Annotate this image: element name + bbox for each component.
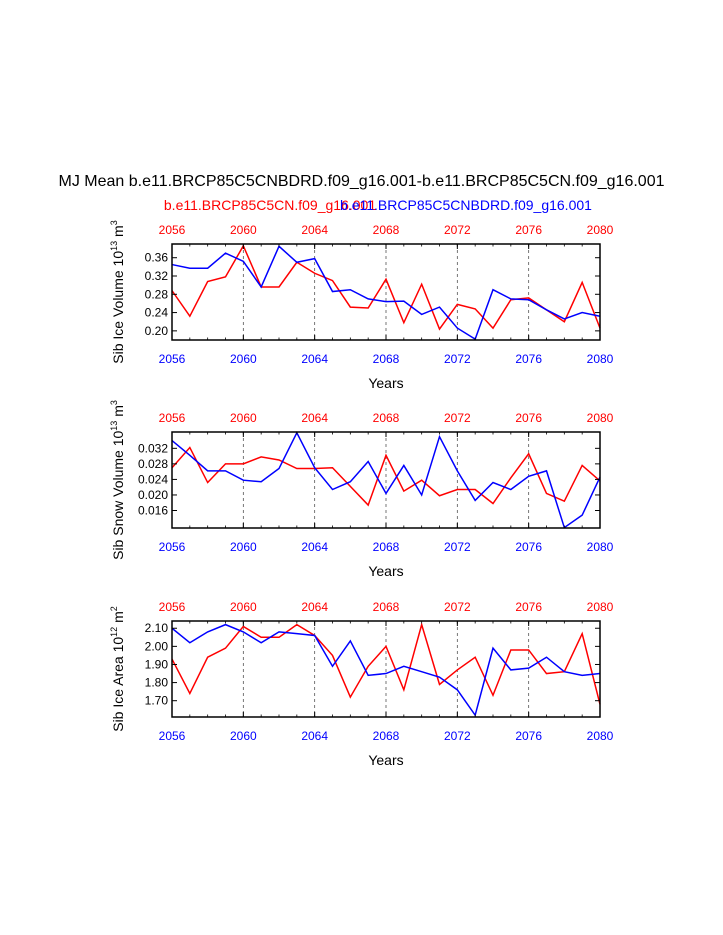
x-tick-label-bottom: 2080 (587, 729, 614, 743)
x-tick-label-bottom: 2060 (230, 540, 257, 554)
y-axis-title-exponent: 12 (109, 627, 119, 637)
y-tick-label: 1.90 (145, 657, 169, 671)
chart-title: MJ Mean b.e11.BRCP85C5CNBDRD.f09_g16.001… (59, 173, 665, 190)
y-axis-title-unit-exponent: 2 (109, 606, 119, 611)
y-tick-label: 2.00 (145, 639, 169, 653)
y-tick-label: 0.28 (145, 287, 169, 301)
y-tick-label: 0.016 (138, 504, 168, 518)
x-tick-label-bottom: 2056 (159, 729, 186, 743)
y-tick-label: 0.020 (138, 488, 168, 502)
x-tick-label-bottom: 2068 (373, 729, 400, 743)
x-tick-label-top: 2072 (444, 600, 471, 614)
y-tick-label: 0.028 (138, 457, 168, 471)
y-axis-title-exponent: 13 (109, 421, 119, 431)
x-tick-label-top: 2056 (159, 411, 186, 425)
x-tick-label-bottom: 2076 (515, 729, 542, 743)
y-tick-label: 0.24 (145, 306, 169, 320)
x-axis-title: Years (368, 375, 403, 391)
y-tick-label: 1.70 (145, 694, 169, 708)
x-tick-label-bottom: 2076 (515, 352, 542, 366)
y-axis-title: Sib Ice Area 1012 m2 (109, 606, 126, 732)
y-tick-label: 2.10 (145, 621, 169, 635)
legend-blue-label: b.e11.BRCP85C5CNBDRD.f09_g16.001 (340, 197, 592, 213)
y-tick-label: 0.032 (138, 441, 168, 455)
x-tick-label-top: 2072 (444, 411, 471, 425)
y-tick-label: 0.20 (145, 324, 169, 338)
x-tick-label-top: 2080 (587, 223, 614, 237)
panel-snow-volume: 2056 2056 2060 2060 2064 2064 2068 2068 2072 2072… (109, 400, 614, 579)
x-tick-label-top: 2080 (587, 411, 614, 425)
x-tick-label-bottom: 2060 (230, 352, 257, 366)
x-tick-label-bottom: 2064 (301, 540, 328, 554)
x-tick-label-top: 2064 (301, 411, 328, 425)
panel-ice-volume: 2056 2056 2060 2060 2064 2064 2068 2068 2072 2072… (109, 220, 614, 391)
x-tick-label-bottom: 2072 (444, 352, 471, 366)
series-line-blue (171, 245, 601, 341)
x-tick-label-top: 2060 (230, 411, 257, 425)
y-axis-title-unit-exponent: 3 (109, 220, 119, 225)
y-axis-title-main: Sib Snow Volume 10 (110, 430, 126, 559)
panel-ice-area: 2056 2056 2060 2060 2064 2064 2068 2068 2072 2072… (109, 600, 614, 768)
x-tick-label-top: 2064 (301, 223, 328, 237)
x-tick-label-bottom: 2080 (587, 352, 614, 366)
x-tick-label-top: 2056 (159, 223, 186, 237)
x-tick-label-top: 2076 (515, 223, 542, 237)
x-tick-label-top: 2060 (230, 600, 257, 614)
x-tick-label-bottom: 2064 (301, 352, 328, 366)
x-tick-label-bottom: 2072 (444, 540, 471, 554)
x-tick-label-top: 2072 (444, 223, 471, 237)
y-axis-title-main: Sib Ice Area 10 (110, 637, 126, 732)
x-tick-label-bottom: 2068 (373, 352, 400, 366)
x-tick-label-bottom: 2056 (159, 540, 186, 554)
y-axis-title-unit: m (110, 225, 126, 241)
legend-red-label: b.e11.BRCP85C5CN.f09_g16.001 (164, 197, 376, 213)
x-axis-title: Years (368, 563, 403, 579)
x-tick-label-top: 2076 (515, 411, 542, 425)
x-axis-title: Years (368, 752, 403, 768)
x-tick-label-top: 2068 (373, 223, 400, 237)
series-line-blue (171, 431, 601, 529)
y-axis-title-unit: m (110, 405, 126, 421)
y-axis-title-exponent: 13 (109, 241, 119, 251)
y-tick-label: 0.32 (145, 269, 169, 283)
y-axis-title-unit: m (110, 611, 126, 627)
x-tick-label-top: 2068 (373, 600, 400, 614)
x-tick-label-bottom: 2064 (301, 729, 328, 743)
y-axis-title: Sib Ice Volume 1013 m3 (109, 220, 126, 363)
y-tick-label: 1.80 (145, 676, 169, 690)
y-tick-label: 0.024 (138, 472, 168, 486)
y-axis-title: Sib Snow Volume 1013 m3 (109, 400, 126, 560)
x-tick-label-top: 2060 (230, 223, 257, 237)
series-line-red (171, 621, 601, 705)
x-tick-label-bottom: 2060 (230, 729, 257, 743)
x-tick-label-bottom: 2072 (444, 729, 471, 743)
series-line-red (171, 446, 601, 507)
x-tick-label-bottom: 2080 (587, 540, 614, 554)
y-axis-title-unit-exponent: 3 (109, 400, 119, 405)
x-tick-label-top: 2080 (587, 600, 614, 614)
x-tick-label-bottom: 2056 (159, 352, 186, 366)
x-tick-label-bottom: 2068 (373, 540, 400, 554)
x-tick-label-top: 2056 (159, 600, 186, 614)
x-tick-label-bottom: 2076 (515, 540, 542, 554)
x-tick-label-top: 2068 (373, 411, 400, 425)
x-tick-label-top: 2064 (301, 600, 328, 614)
x-tick-label-top: 2076 (515, 600, 542, 614)
y-axis-title-main: Sib Ice Volume 10 (110, 251, 126, 364)
y-tick-label: 0.36 (145, 251, 169, 265)
series-line-blue (171, 623, 601, 717)
